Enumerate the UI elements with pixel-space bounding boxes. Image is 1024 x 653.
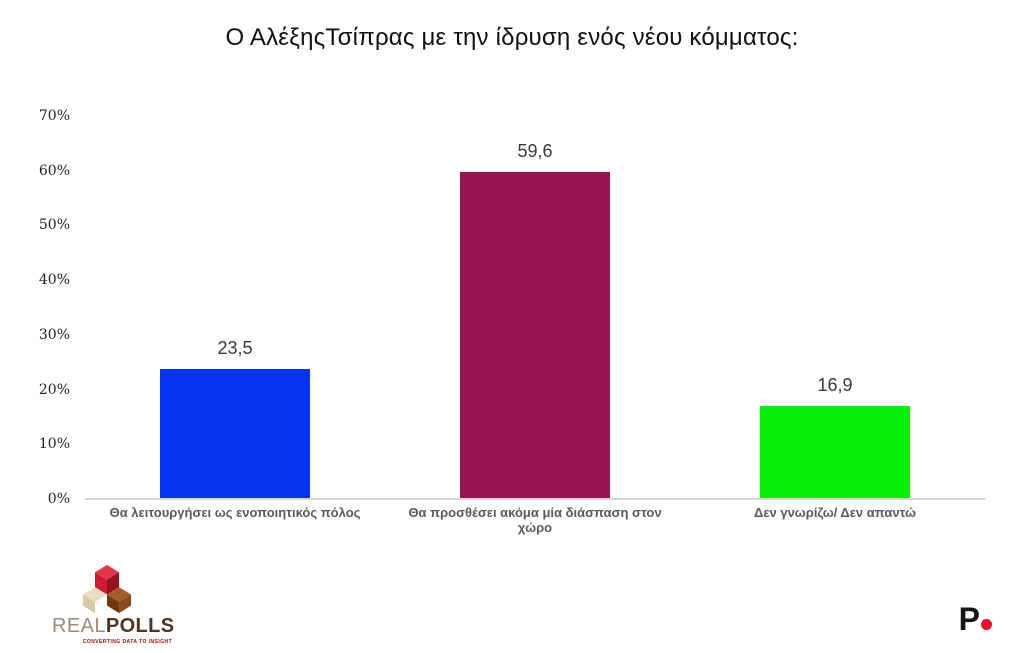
category-label: Θα προσθέσει ακόμα μία διάσπαση στον χώρ… bbox=[408, 505, 662, 535]
category-labels: Θα λειτουργήσει ως ενοποιητικός πόλος Θα … bbox=[85, 505, 985, 536]
p-logo-dot bbox=[981, 619, 992, 630]
y-tick-label: 30% bbox=[38, 326, 70, 343]
p-logo: P bbox=[959, 603, 992, 635]
p-logo-letter: P bbox=[958, 601, 980, 637]
y-axis: 0% 10% 20% 30% 40% 50% 60% 70% bbox=[0, 108, 70, 507]
y-tick-label: 70% bbox=[38, 108, 70, 124]
category-label: Θα λειτουργήσει ως ενοποιητικός πόλος bbox=[109, 505, 361, 520]
realpolls-word-polls: POLLS bbox=[105, 615, 175, 637]
y-tick-label: 0% bbox=[47, 491, 70, 507]
bar-2 bbox=[460, 171, 610, 498]
y-tick-label: 50% bbox=[38, 217, 70, 234]
y-tick-label: 20% bbox=[38, 381, 70, 398]
realpolls-logo: REALPOLLS CONVERTING DATA TO INSIGHT bbox=[52, 564, 174, 645]
realpolls-tagline: CONVERTING DATA TO INSIGHT bbox=[82, 639, 173, 645]
category-label: Δεν γνωρίζω/ Δεν απαντώ bbox=[753, 505, 916, 520]
y-tick-label: 40% bbox=[38, 272, 70, 289]
y-tick-label: 10% bbox=[38, 436, 70, 453]
chart-title: Ο ΑλέξηςΤσίπρας με την ίδρυση ενός νέου … bbox=[225, 24, 799, 51]
realpolls-word-real: REAL bbox=[52, 615, 106, 637]
bar-1 bbox=[160, 369, 310, 498]
bar-value-label: 59,6 bbox=[517, 140, 553, 161]
bar-value-label: 23,5 bbox=[217, 338, 253, 359]
bar-value-label: 16,9 bbox=[817, 374, 853, 395]
plot-area: 23,5 59,6 16,9 bbox=[85, 115, 985, 500]
bar-3 bbox=[760, 405, 910, 498]
realpolls-cubes-icon bbox=[82, 564, 132, 614]
y-tick-label: 60% bbox=[38, 162, 70, 179]
realpolls-wordmark: REALPOLLS bbox=[52, 615, 174, 638]
